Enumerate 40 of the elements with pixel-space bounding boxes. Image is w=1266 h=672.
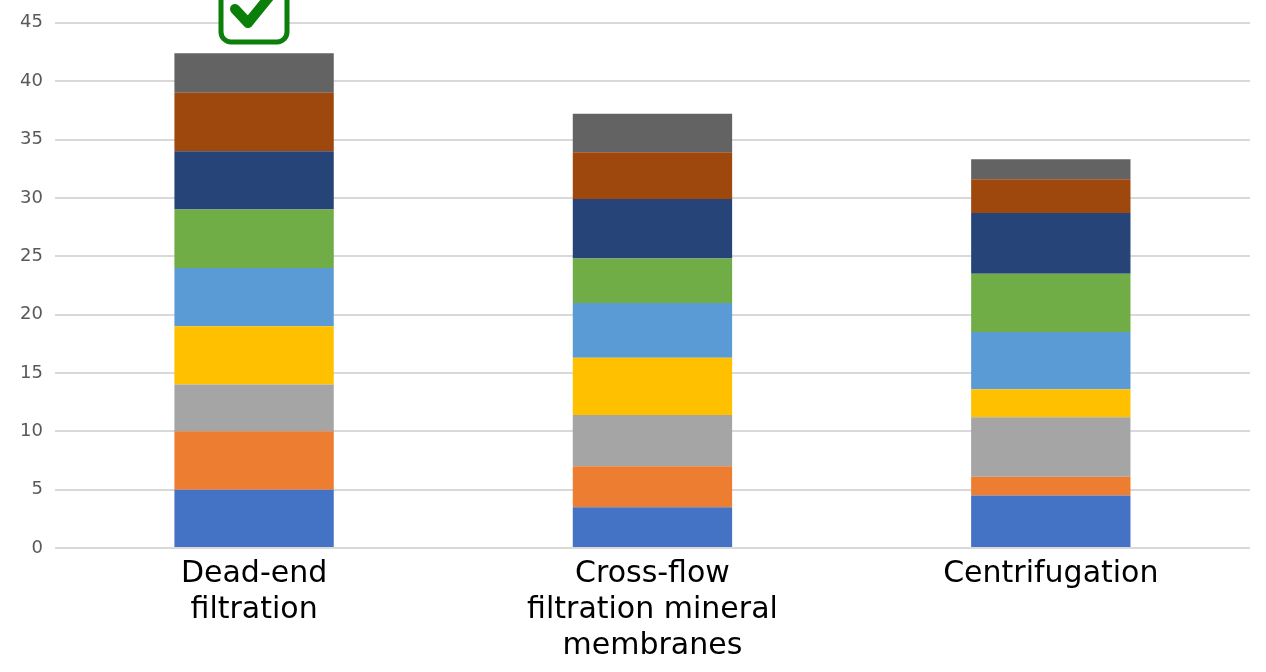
bar (174, 92, 334, 152)
bar (971, 389, 1131, 418)
y-tick-label: 0 (31, 535, 43, 557)
bar (174, 267, 334, 327)
bar (971, 179, 1131, 214)
x-tick-label: Cross-flow filtration mineral membranes (527, 553, 778, 661)
y-tick-label: 10 (20, 418, 43, 440)
bar (572, 152, 733, 200)
y-tick-label: 40 (20, 68, 43, 90)
y-tick-label: 15 (20, 360, 43, 382)
y-tick-label: 25 (20, 243, 43, 265)
bar (572, 507, 733, 547)
bar (174, 489, 334, 547)
bar (971, 273, 1131, 333)
bar (971, 476, 1131, 496)
bar (174, 384, 334, 432)
bar (971, 332, 1131, 390)
bar (971, 213, 1131, 274)
bar (572, 466, 733, 508)
bar (572, 414, 733, 467)
y-tick-label: 30 (20, 185, 43, 207)
bar (971, 417, 1131, 477)
y-tick-label: 20 (20, 302, 43, 324)
bar (971, 495, 1131, 547)
bar (572, 357, 733, 415)
bar (174, 431, 334, 490)
bar (971, 159, 1131, 180)
bar (572, 258, 733, 303)
y-tick-label: 35 (20, 127, 43, 149)
y-tick-label: 45 (20, 10, 43, 32)
x-tick-label: Dead-end filtration (180, 553, 328, 625)
bar (174, 151, 334, 210)
x-tick-label: Centrifugation (943, 553, 1159, 589)
bar (174, 53, 334, 93)
bar (572, 302, 733, 358)
bar (572, 113, 733, 153)
bar (572, 199, 733, 259)
bar (174, 209, 334, 268)
bar (174, 326, 334, 385)
y-tick-label: 5 (31, 477, 43, 499)
